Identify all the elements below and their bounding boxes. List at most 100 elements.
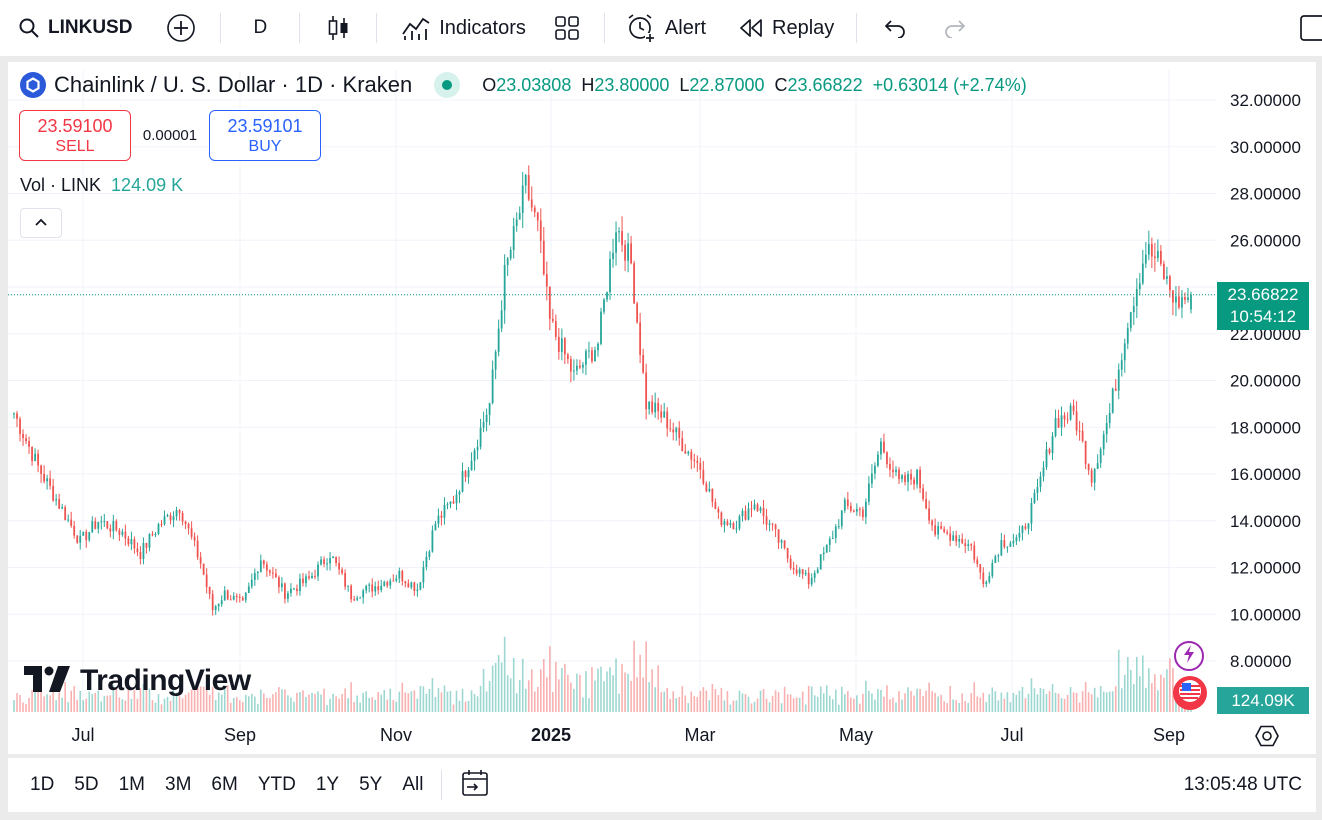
candle-body: [515, 219, 518, 227]
volume-bar: [916, 688, 918, 712]
candle-body: [214, 606, 217, 611]
volume-bar: [257, 703, 259, 712]
volume-bar: [106, 695, 109, 712]
candle-body: [1027, 523, 1030, 529]
candle-body: [1144, 254, 1147, 264]
volume-bar: [389, 688, 392, 712]
volume-legend[interactable]: Vol · LINK 124.09 K: [20, 175, 183, 196]
range-1m[interactable]: 1M: [118, 774, 145, 795]
sell-button[interactable]: 23.59100 SELL: [19, 110, 131, 161]
buy-label: BUY: [248, 137, 282, 155]
tradingview-watermark[interactable]: TradingView: [24, 664, 251, 698]
candle-body: [1003, 540, 1006, 547]
volume-bar: [801, 691, 804, 712]
candle-body: [958, 538, 961, 542]
candle-body: [404, 581, 407, 584]
chart-settings-button[interactable]: [1255, 724, 1279, 753]
time-tick-label: Jul: [71, 725, 94, 745]
candle-body: [1150, 244, 1153, 257]
economic-events-button[interactable]: [1173, 676, 1207, 710]
candle-body: [1021, 526, 1024, 534]
volume-bar: [235, 697, 238, 712]
range-6m[interactable]: 6M: [211, 774, 238, 795]
volume-bar: [777, 692, 780, 712]
candle-body: [991, 562, 994, 577]
volume-bar: [624, 672, 626, 712]
volume-bar: [290, 697, 292, 712]
symbol-title[interactable]: Chainlink / U. S. Dollar · 1D · Kraken: [54, 72, 413, 97]
volume-bar: [485, 691, 488, 712]
price-tick-label: 26.00000: [1230, 231, 1301, 250]
alert-button[interactable]: Alert: [611, 0, 718, 56]
volume-bar: [139, 687, 142, 712]
range-1y[interactable]: 1Y: [315, 774, 340, 795]
range-all[interactable]: All: [402, 774, 424, 795]
volume-bar: [308, 694, 310, 712]
fullscreen-button[interactable]: [1300, 0, 1322, 56]
price-chart[interactable]: 32.0000030.0000028.0000026.0000022.00000…: [8, 62, 1316, 754]
candle-body: [64, 507, 67, 521]
volume-bar: [747, 696, 750, 712]
candle-body: [572, 370, 575, 372]
undo-button[interactable]: [863, 0, 925, 56]
volume-bar: [506, 675, 509, 712]
volume-bar: [841, 686, 843, 712]
range-ytd[interactable]: YTD: [257, 774, 296, 795]
candles: [13, 165, 1192, 616]
collapse-legend-button[interactable]: [20, 208, 62, 238]
volume-bar: [889, 699, 891, 712]
volume-bar: [422, 686, 425, 712]
candle-body: [49, 478, 52, 486]
candle-body: [892, 469, 894, 473]
redo-button[interactable]: [925, 0, 985, 56]
volume-bar: [332, 693, 334, 712]
interval-button[interactable]: D: [253, 17, 268, 38]
range-5d[interactable]: 5D: [74, 774, 99, 795]
volume-bar: [723, 700, 726, 712]
candle-body: [500, 310, 503, 329]
candle-body: [446, 504, 449, 506]
volume-bar: [717, 695, 720, 712]
buy-button[interactable]: 23.59101 BUY: [209, 110, 321, 161]
volume-bar: [91, 693, 94, 712]
candle-body: [633, 263, 636, 304]
volume-bar: [518, 680, 521, 712]
volume-bar: [404, 692, 407, 712]
volume-bar: [630, 680, 632, 712]
replay-button[interactable]: Replay: [718, 0, 850, 56]
volume-bar: [627, 673, 629, 712]
utc-clock[interactable]: 13:05:48 UTC: [1183, 774, 1302, 795]
volume-bar: [880, 690, 882, 712]
market-open-indicator-icon[interactable]: [434, 72, 461, 98]
chart-type-button[interactable]: [306, 0, 370, 56]
volume-bar: [1060, 698, 1063, 712]
range-5y[interactable]: 5Y: [359, 774, 383, 795]
go-to-date-button[interactable]: [450, 768, 500, 803]
compare-button[interactable]: [142, 0, 214, 56]
price-tick-label: 20.00000: [1230, 372, 1301, 391]
volume-bar: [1057, 693, 1060, 712]
volume-bar: [976, 696, 979, 712]
candle-body: [1114, 388, 1117, 391]
volume-bar: [1172, 667, 1174, 712]
flash-icon-button[interactable]: [1174, 641, 1204, 671]
volume-bar: [362, 692, 364, 712]
candle-body: [624, 244, 626, 261]
candle-body: [711, 488, 714, 502]
volume-bar: [886, 685, 888, 712]
volume-bar: [13, 700, 15, 712]
indicators-button[interactable]: Indicators: [383, 0, 538, 56]
volume-bar: [85, 698, 88, 712]
candle-body: [765, 516, 768, 525]
volume-bar: [1042, 688, 1045, 712]
candle-body: [1147, 244, 1150, 255]
range-3m[interactable]: 3M: [165, 774, 192, 795]
candle-body: [937, 526, 940, 535]
volume-bar: [585, 671, 587, 712]
chart-pane[interactable]: 32.00000 30.00000 28.00000 26.00000 22.00000…: [8, 62, 1316, 754]
layouts-button[interactable]: [538, 0, 598, 56]
range-1d[interactable]: 1D: [30, 774, 55, 795]
candle-body: [211, 594, 214, 611]
volume-bar: [561, 668, 563, 712]
symbol-search-button[interactable]: LINKUSD: [0, 0, 142, 56]
